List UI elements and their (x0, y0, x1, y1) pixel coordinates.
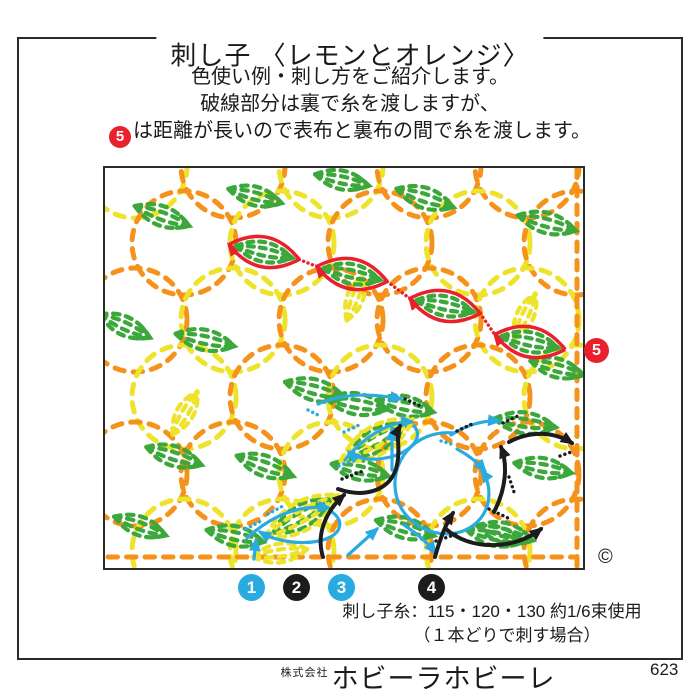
brand-logo: ホビーラホビーレ (331, 664, 556, 694)
thread-line-1: 刺し子糸：115・120・130 約1/6束使用 (342, 602, 642, 621)
sashiko-pattern-svg (105, 168, 583, 568)
page-number: 623 (650, 660, 679, 679)
step-5-badge-inline: 5 (109, 125, 131, 148)
intro-line-1: 色使い例・刺し方をご紹介します。 (191, 66, 509, 88)
step-5-badge: 5 (584, 338, 609, 363)
intro-line-3-text: は距離が長いので表布と裏布の間で糸を渡します。 (133, 120, 591, 142)
brand-footer: 株式会社 ホビーラホビーレ (281, 657, 556, 696)
intro-line-3: 5 は距離が長いので表布と裏布の間で糸を渡します。 (0, 118, 700, 148)
thread-line-2: （１本どりで刺す場合） (413, 626, 601, 645)
step-4-badge: 4 (418, 574, 445, 601)
copyright-mark: © (598, 546, 613, 568)
intro-text: 色使い例・刺し方をご紹介します。 破線部分は裏で糸を渡しますが、 5 は距離が長い… (0, 64, 700, 148)
sashiko-stitch-diagram (103, 166, 585, 570)
thread-info: 刺し子糸：115・120・130 約1/6束使用 （１本どりで刺す場合） (310, 600, 674, 648)
page-title: 刺し子 〈レモンとオレンジ〉 (156, 35, 544, 73)
step-1-badge: 1 (238, 574, 265, 601)
company-prefix: 株式会社 (280, 666, 329, 679)
intro-line-2: 破線部分は裏で糸を渡しますが、 (200, 93, 500, 115)
step-3-badge: 3 (328, 574, 355, 601)
step-2-badge: 2 (283, 574, 310, 601)
